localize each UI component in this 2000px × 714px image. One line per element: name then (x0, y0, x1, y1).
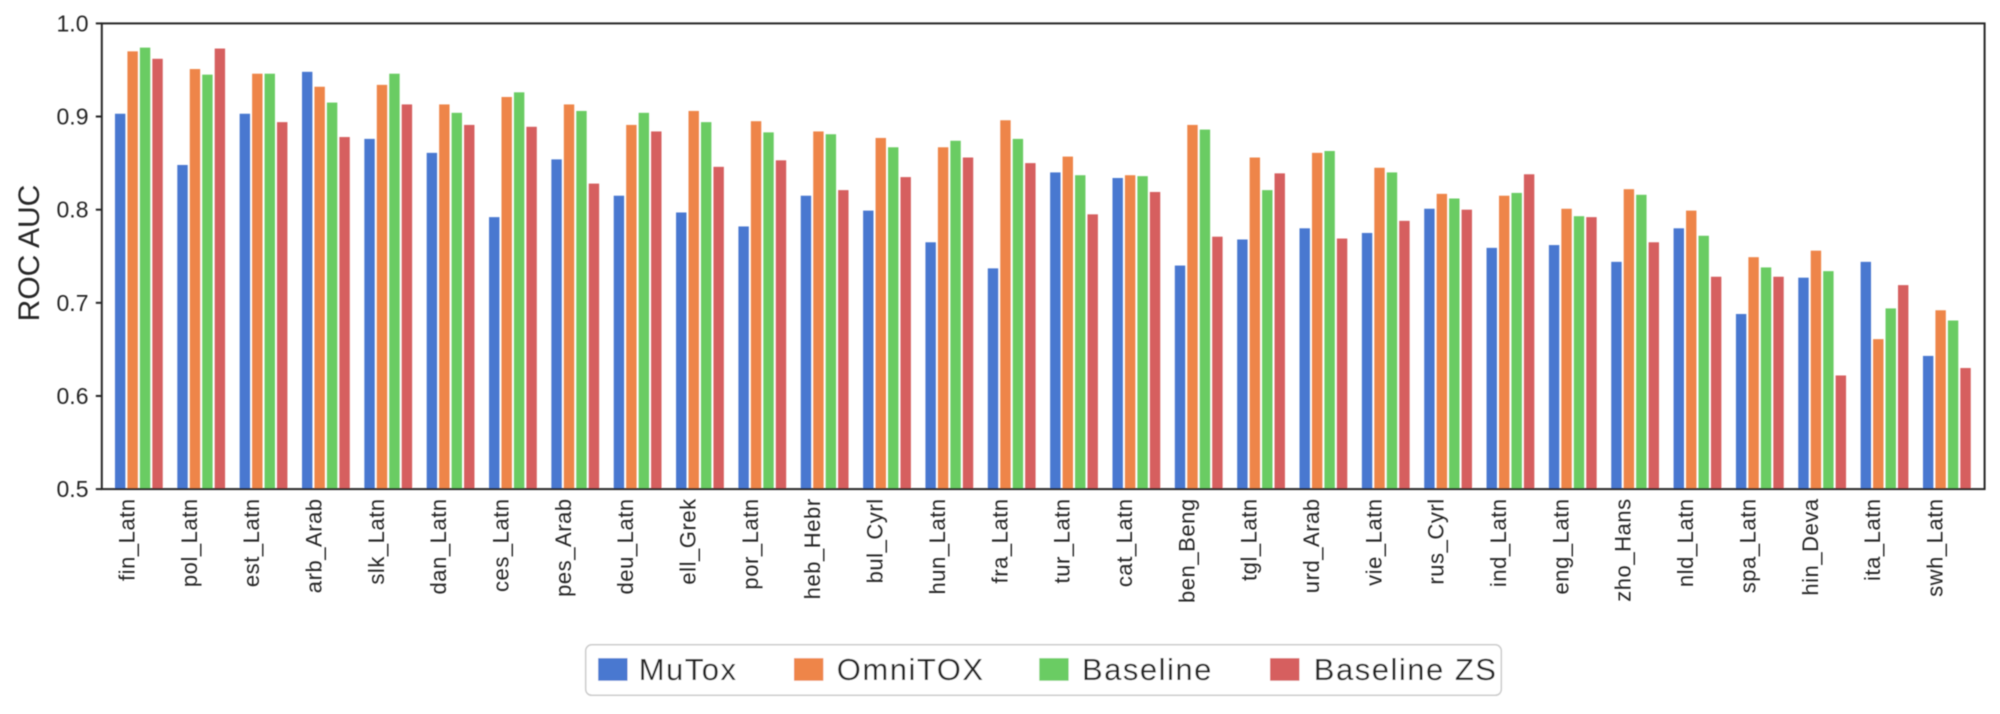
svg-text:0.9: 0.9 (57, 104, 89, 130)
svg-text:pol_Latn: pol_Latn (177, 498, 202, 587)
svg-text:0.7: 0.7 (57, 290, 89, 316)
svg-text:swh_Latn: swh_Latn (1922, 498, 1947, 597)
svg-text:ell_Grek: ell_Grek (676, 498, 701, 585)
svg-text:fin_Latn: fin_Latn (114, 498, 139, 581)
svg-text:bul_Cyrl: bul_Cyrl (863, 498, 888, 583)
svg-text:1.0: 1.0 (57, 10, 89, 36)
svg-text:ces_Latn: ces_Latn (489, 498, 514, 592)
svg-text:ita_Latn: ita_Latn (1860, 498, 1885, 581)
svg-text:est_Latn: est_Latn (239, 498, 264, 587)
svg-text:vie_Latn: vie_Latn (1361, 498, 1386, 586)
svg-text:ind_Latn: ind_Latn (1486, 498, 1511, 587)
svg-text:deu_Latn: deu_Latn (613, 498, 638, 594)
svg-text:urd_Arab: urd_Arab (1299, 498, 1324, 593)
svg-text:OmniTOX: OmniTOX (837, 652, 985, 687)
svg-text:cat_Latn: cat_Latn (1112, 498, 1137, 587)
svg-text:ROC AUC: ROC AUC (13, 185, 46, 322)
svg-text:0.6: 0.6 (57, 383, 89, 409)
svg-text:por_Latn: por_Latn (738, 498, 763, 589)
svg-text:tur_Latn: tur_Latn (1050, 498, 1075, 583)
svg-text:zho_Hans: zho_Hans (1611, 498, 1636, 601)
svg-text:fra_Latn: fra_Latn (987, 498, 1012, 583)
svg-text:Baseline ZS: Baseline ZS (1314, 652, 1498, 687)
svg-text:tgl_Latn: tgl_Latn (1237, 498, 1262, 581)
svg-text:nld_Latn: nld_Latn (1673, 498, 1698, 587)
svg-text:0.5: 0.5 (57, 476, 89, 502)
svg-text:hin_Deva: hin_Deva (1798, 498, 1823, 596)
svg-text:eng_Latn: eng_Latn (1548, 498, 1573, 594)
svg-text:0.8: 0.8 (57, 197, 89, 223)
svg-text:hun_Latn: hun_Latn (925, 498, 950, 594)
svg-text:Baseline: Baseline (1082, 652, 1213, 687)
svg-text:heb_Hebr: heb_Hebr (800, 498, 825, 599)
svg-text:pes_Arab: pes_Arab (551, 498, 576, 597)
svg-text:slk_Latn: slk_Latn (364, 498, 389, 584)
svg-text:rus_Cyrl: rus_Cyrl (1424, 498, 1449, 584)
svg-text:ben_Beng: ben_Beng (1174, 498, 1199, 603)
svg-text:spa_Latn: spa_Latn (1735, 498, 1760, 593)
svg-text:arb_Arab: arb_Arab (301, 498, 326, 593)
svg-text:dan_Latn: dan_Latn (426, 498, 451, 594)
svg-text:MuTox: MuTox (639, 652, 738, 687)
